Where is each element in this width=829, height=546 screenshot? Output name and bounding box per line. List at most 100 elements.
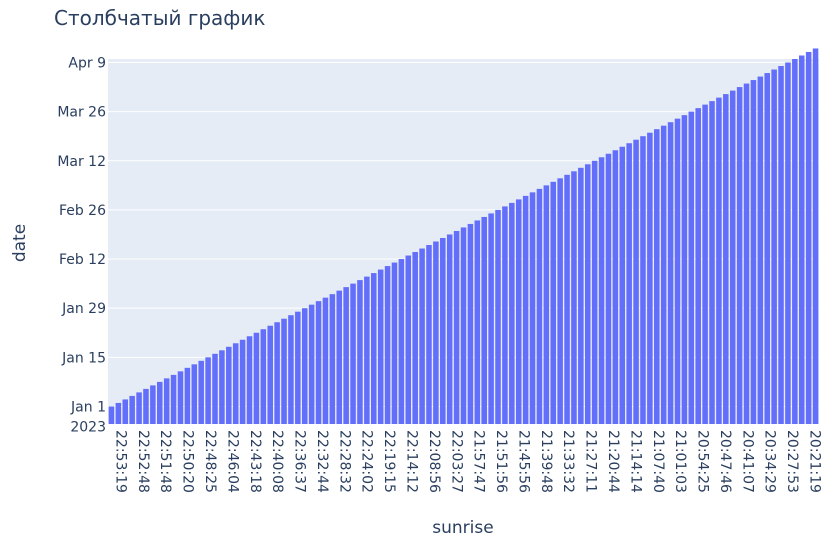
x-tick-label: 22:48:25 <box>202 430 218 493</box>
bar <box>785 62 791 425</box>
bar <box>605 153 612 424</box>
y-tick-label: Mar 26 <box>57 105 106 121</box>
x-tick-label: 20:27:53 <box>784 430 800 493</box>
bar <box>267 325 273 424</box>
bar <box>281 318 287 424</box>
x-tick-label: 21:39:48 <box>538 430 554 493</box>
bar <box>453 230 460 424</box>
bar <box>757 76 764 424</box>
bar <box>129 395 135 424</box>
bar <box>771 69 777 425</box>
x-tick-label: 22:24:02 <box>359 430 375 493</box>
x-tick-label: 22:03:27 <box>448 430 464 493</box>
bar <box>522 195 529 424</box>
bar <box>446 234 453 424</box>
y-tick-label: Feb 26 <box>59 203 106 219</box>
bar <box>301 308 308 424</box>
bar <box>163 378 170 424</box>
bar <box>170 374 177 424</box>
bar <box>460 227 467 424</box>
bar <box>729 90 736 424</box>
bar <box>226 346 232 424</box>
bar <box>695 108 701 424</box>
bar <box>260 329 267 424</box>
x-tick-label: 22:52:48 <box>135 430 151 493</box>
bar <box>384 266 391 424</box>
bar <box>433 241 439 424</box>
y-tick-label: Apr 9 <box>68 56 106 72</box>
x-tick-label: 22:14:12 <box>403 430 419 493</box>
x-tick-label: 21:27:11 <box>583 430 599 493</box>
chart-title: Столбчатый график <box>54 6 265 30</box>
y-tick-label: Feb 12 <box>59 252 106 268</box>
x-axis-title: sunrise <box>432 518 493 538</box>
bar <box>578 167 584 424</box>
bar <box>108 406 115 424</box>
bar <box>377 269 384 424</box>
bar <box>660 125 667 425</box>
bar <box>157 381 163 424</box>
bar <box>764 73 770 425</box>
x-tick-label: 22:32:44 <box>314 430 330 493</box>
x-tick-label: 22:50:20 <box>180 430 196 493</box>
x-tick-label: 20:34:29 <box>762 430 778 493</box>
x-tick-label: 20:54:25 <box>695 430 711 493</box>
x-tick-label: 22:46:04 <box>224 430 240 493</box>
y-axis-title: date <box>10 224 30 262</box>
bar <box>667 122 674 424</box>
x-tick-label: 21:14:14 <box>627 430 643 493</box>
bar <box>502 206 508 424</box>
x-tick-label: 22:36:37 <box>292 430 308 493</box>
bar <box>736 87 743 425</box>
x-tick-label: 20:47:46 <box>717 430 733 493</box>
bar <box>184 367 191 424</box>
bar <box>405 255 412 424</box>
bar <box>315 301 322 424</box>
bar <box>743 83 750 424</box>
bar <box>536 188 543 424</box>
bar <box>205 357 211 424</box>
x-tick-label: 22:40:08 <box>269 430 285 493</box>
bar <box>654 129 660 424</box>
bar <box>626 143 632 424</box>
x-tick-label: 21:07:40 <box>650 430 666 493</box>
x-tick-label: 20:21:19 <box>806 430 822 493</box>
bar <box>467 223 474 424</box>
bar <box>419 248 425 424</box>
bar <box>253 332 260 424</box>
y-tick-label: Jan 15 <box>61 350 106 366</box>
x-tick-label: 20:41:07 <box>739 430 755 493</box>
bar <box>143 388 149 424</box>
bar <box>239 339 246 424</box>
x-tick-label: 21:51:56 <box>493 430 509 493</box>
x-tick-label: 21:01:03 <box>672 430 688 493</box>
bar <box>702 104 708 424</box>
bar <box>308 304 315 424</box>
bar <box>371 273 377 424</box>
bar <box>212 353 218 424</box>
bar <box>191 364 198 424</box>
x-tick-label: 22:08:56 <box>426 430 442 493</box>
x-tick-label: 22:53:19 <box>112 430 128 493</box>
bar <box>805 51 812 424</box>
bar <box>612 150 619 424</box>
bar <box>246 336 253 424</box>
bar <box>716 97 722 424</box>
bar <box>398 259 405 424</box>
bar <box>550 181 556 424</box>
bar <box>336 290 343 424</box>
bar <box>412 252 418 424</box>
bar <box>584 164 591 425</box>
bar <box>150 385 156 424</box>
bar <box>474 220 481 424</box>
bar <box>529 192 536 424</box>
bars <box>108 48 819 425</box>
x-tick-label: 21:20:44 <box>605 430 621 493</box>
bar <box>343 287 349 424</box>
bar <box>232 343 239 424</box>
x-tick-label: 22:43:18 <box>247 430 263 493</box>
bar <box>798 55 805 424</box>
y-tick-label: Jan 29 <box>61 301 106 317</box>
x-tick-label: 21:45:56 <box>515 430 531 493</box>
y-tick-labels: Jan 1 2023 Jan 15 Jan 29 Feb 12 Feb 26 Mar 12 M… <box>57 56 106 436</box>
